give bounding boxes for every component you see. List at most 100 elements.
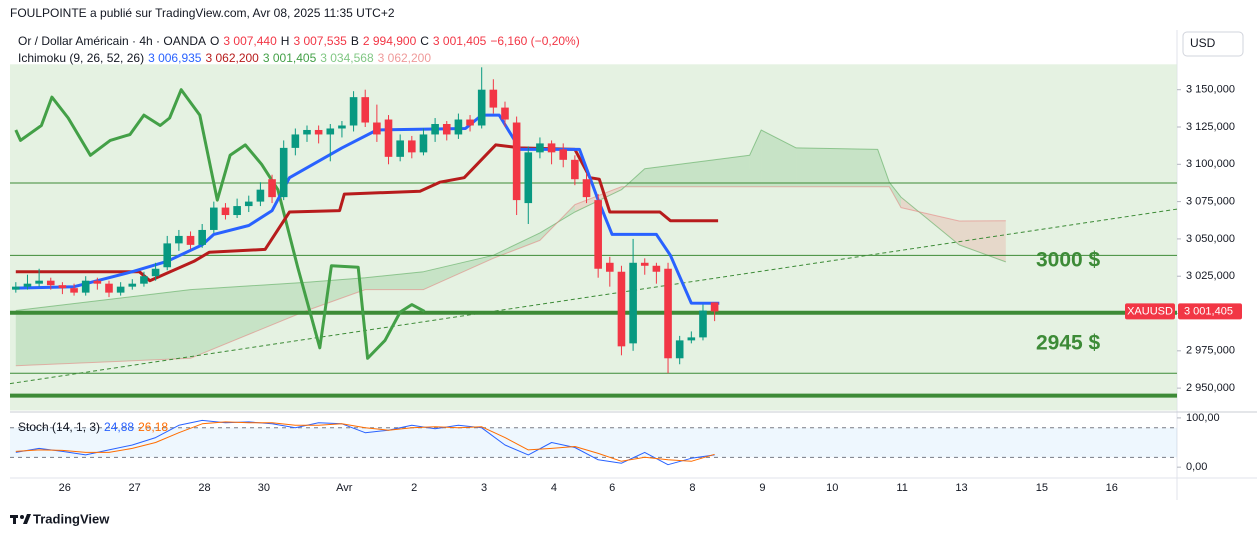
candle-body: [70, 288, 78, 293]
brand-logo: [10, 514, 31, 524]
ohlc-key: C: [420, 34, 429, 48]
candle-body: [81, 280, 90, 293]
x-tick-label: 28: [198, 482, 210, 494]
indicator-title: Ichimoku (9, 26, 52, 26): [18, 51, 144, 65]
candle-body: [303, 129, 311, 135]
candle-body: [35, 280, 43, 284]
candle-body: [373, 122, 381, 135]
candle-body: [326, 128, 335, 135]
x-tick-label: 13: [955, 482, 967, 494]
y-tick-label: 3 050,000: [1186, 233, 1235, 245]
ohlc-value: 3 007,535: [293, 34, 347, 48]
candle-body: [244, 201, 253, 207]
candle-body: [268, 179, 276, 198]
legend-value: 3 006,935: [148, 51, 202, 65]
candle-body: [559, 149, 568, 160]
kijun-sen: [15, 143, 719, 283]
y-tick-label: 3 025,000: [1186, 270, 1235, 282]
candle-body: [221, 207, 230, 216]
candle-body: [408, 140, 416, 153]
cloud-segment: [644, 155, 750, 187]
tenkan-sen: [15, 113, 720, 305]
candle-body: [314, 129, 323, 135]
cloud-segment: [307, 277, 366, 311]
candle-body: [256, 189, 265, 202]
stoch-line: [15, 419, 715, 466]
candle-body: [489, 89, 498, 108]
candle-body: [279, 147, 288, 198]
currency[interactable]: USD: [1190, 36, 1216, 50]
symbol: Or / Dollar Américain · 4h · OANDA: [18, 34, 206, 48]
x-tick-label: 3: [481, 482, 487, 494]
candle-body: [699, 310, 707, 338]
ohlc-value: 3 001,405: [433, 34, 487, 48]
legend-value: 3 034,568: [320, 51, 374, 65]
candle-body: [687, 337, 696, 341]
candle-body: [675, 340, 684, 359]
candle-body: [105, 283, 113, 293]
x-tick-label: 30: [258, 482, 270, 494]
candle-body: [163, 243, 172, 268]
ohlc-value: 2 994,900: [363, 34, 417, 48]
brand: TradingView: [33, 511, 110, 526]
stoch-band: [10, 427, 1177, 458]
x-tick-label: Avr: [336, 482, 353, 494]
x-tick-label: 8: [689, 482, 695, 494]
cloud-segment: [15, 289, 191, 366]
candle-body: [512, 122, 521, 201]
candle-body: [384, 119, 393, 157]
cloud-segment: [493, 232, 540, 259]
candle-body: [23, 283, 32, 287]
annotation: 2945 $: [1036, 332, 1101, 355]
symbol-tag: [1125, 303, 1175, 320]
y-tick-label: 2 975,000: [1186, 345, 1235, 357]
candle-body: [606, 262, 614, 272]
candle-body: [582, 179, 591, 198]
chikou-span: [14, 88, 426, 360]
x-tick-label: 9: [759, 482, 765, 494]
candle-body: [175, 235, 183, 244]
price-tag: [1178, 303, 1242, 320]
legend-value: 3 001,405: [263, 51, 317, 65]
stoch-line: [15, 421, 715, 462]
ohlc-key: O: [210, 34, 219, 48]
annotation: 3000 $: [1036, 249, 1101, 272]
candle-body: [466, 119, 474, 126]
candle-body: [652, 265, 661, 272]
stoch-y-tick-label: 0,00: [1186, 461, 1207, 473]
x-tick-label: 11: [896, 482, 907, 494]
candle-body: [477, 89, 486, 126]
candle-body: [536, 143, 544, 153]
senkou-span-b: [15, 186, 1006, 367]
legend-value: 3 062,200: [378, 51, 432, 65]
candle-body: [454, 119, 463, 135]
candle-body: [210, 207, 218, 230]
cloud-segment: [749, 130, 762, 187]
x-tick-label: 27: [128, 482, 140, 494]
candle-body: [547, 143, 556, 153]
currency-box[interactable]: [1182, 31, 1244, 57]
legend-value: 26,18: [138, 420, 168, 434]
candle-body: [186, 235, 195, 245]
candle-body: [140, 276, 148, 284]
stoch-legend: Stoch (14, 1, 3) 24,88 26,18: [18, 420, 168, 434]
candle-body: [640, 262, 649, 266]
x-tick-label: 26: [59, 482, 71, 494]
candle-body: [664, 268, 672, 359]
candle-body: [524, 152, 533, 204]
candle-body: [361, 97, 370, 123]
x-tick-label: 15: [1036, 482, 1048, 494]
candle-body: [93, 280, 102, 284]
legend-value: 3 062,200: [205, 51, 259, 65]
candle-body: [431, 124, 439, 135]
candle-body: [128, 283, 137, 287]
cloud-segment: [889, 182, 901, 208]
cloud-segment: [365, 271, 424, 290]
candle-body: [571, 159, 579, 180]
y-tick-label: 2 950,000: [1186, 382, 1235, 394]
y-tick-label: 3 150,000: [1186, 84, 1235, 96]
y-tick-label: 3 075,000: [1186, 196, 1235, 208]
y-tick-label: 3 100,000: [1186, 158, 1235, 170]
cloud-segment: [423, 255, 494, 290]
